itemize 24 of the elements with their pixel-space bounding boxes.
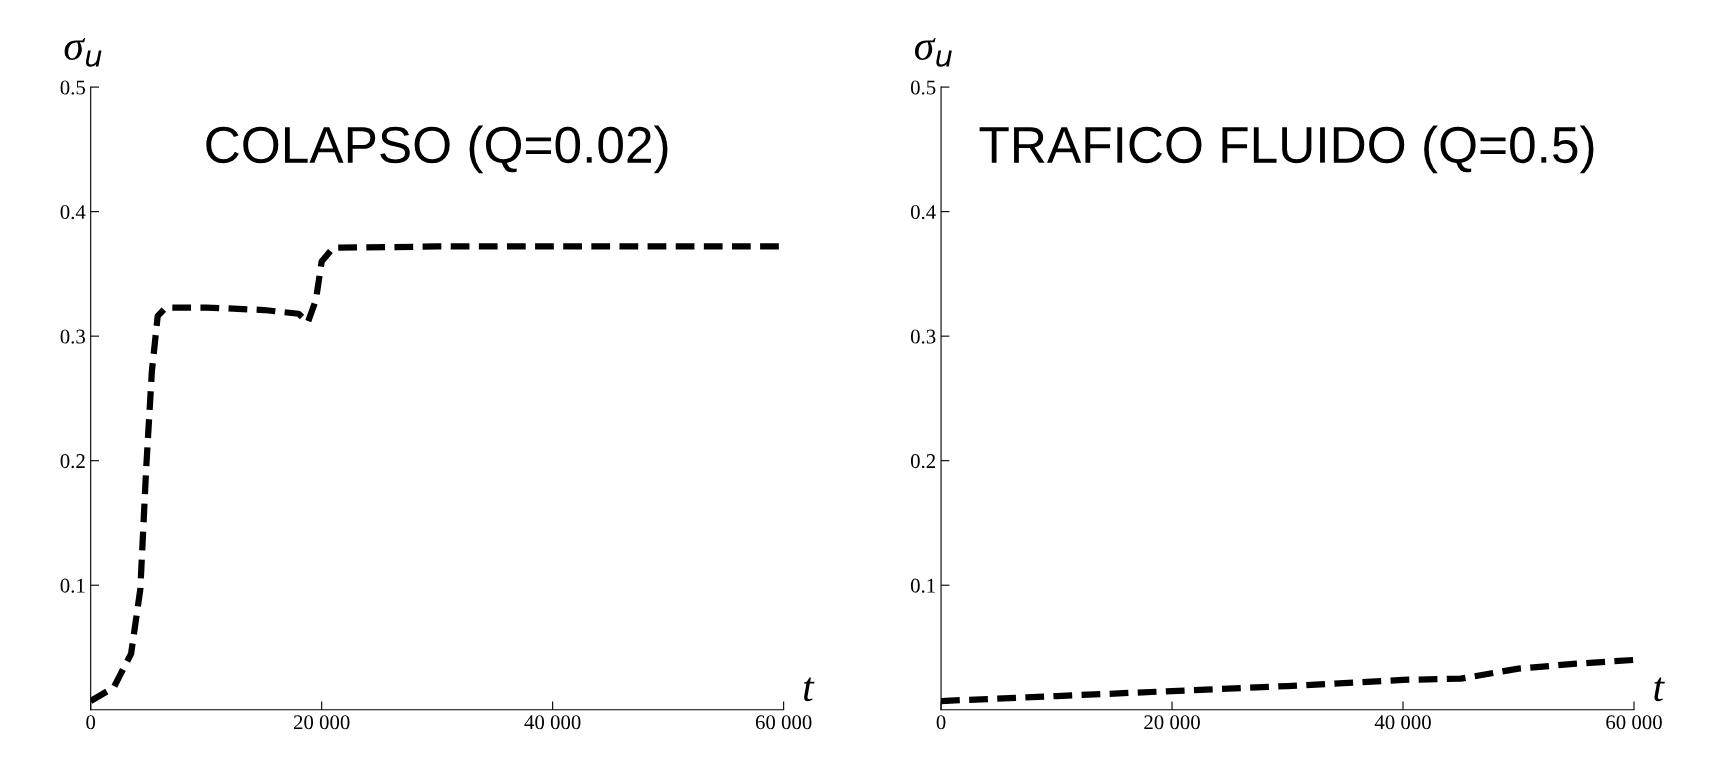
y-axis-title: σ$_{u}$ [64, 38, 102, 67]
x-tick-label: 40 000 [524, 715, 581, 730]
y-tick-label: 0.2 [910, 454, 936, 469]
y-axis-title: σ$_{u}$ [914, 38, 952, 67]
y-tick-label: 0.4 [910, 205, 936, 220]
y-tick-label: 0.5 [910, 80, 936, 95]
x-tick-label: 60 000 [1606, 715, 1662, 730]
y-tick-label: 0.4 [60, 205, 86, 220]
x-axis-title: t [1654, 677, 1665, 702]
y-tick-label: 0.1 [910, 578, 935, 593]
y-tick-label: 0.3 [910, 329, 936, 344]
y-tick-label: 0.1 [60, 578, 85, 593]
x-tick-label: 40 000 [1374, 715, 1431, 730]
y-tick-label: 0.3 [60, 329, 86, 344]
x-tick-label: 20 000 [293, 715, 350, 730]
y-tick-label: 0.5 [60, 80, 86, 95]
text: TRAFICO FLUIDO (Q=0.5) [979, 125, 1594, 174]
x-axis-title: t [803, 677, 815, 702]
x-tick-label: 0 [936, 715, 946, 730]
x-tick-label: 20 000 [1144, 715, 1200, 730]
x-tick-label: 60 000 [755, 715, 812, 730]
y-tick-label: 0.2 [60, 454, 85, 469]
text: COLAPSO (Q=0.02) [206, 125, 668, 174]
x-tick-label: 0 [86, 715, 96, 730]
